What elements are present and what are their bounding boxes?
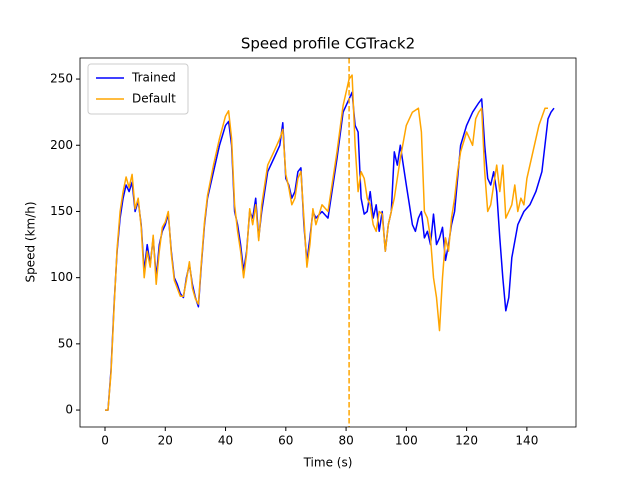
plot-frame xyxy=(79,57,577,428)
x-tick-label: 120 xyxy=(455,434,478,448)
x-axis-label: Time (s) xyxy=(303,456,353,470)
x-tick-label: 0 xyxy=(101,434,109,448)
y-tick-label: 0 xyxy=(65,403,73,417)
y-tick-label: 100 xyxy=(50,270,73,284)
x-tick-label: 20 xyxy=(158,434,173,448)
y-tick-label: 50 xyxy=(58,336,73,350)
y-tick-label: 150 xyxy=(50,204,73,218)
x-tick-label: 100 xyxy=(395,434,418,448)
y-axis-label: Speed (km/h) xyxy=(24,201,38,282)
y-tick-label: 200 xyxy=(50,138,73,152)
data-line xyxy=(105,74,548,411)
legend-label: Default xyxy=(132,92,176,106)
y-tick-label: 250 xyxy=(50,72,73,86)
chart-title: Speed profile CGTrack2 xyxy=(241,35,415,53)
x-tick-label: 40 xyxy=(218,434,233,448)
legend-label: Trained xyxy=(131,71,176,85)
x-tick-label: 140 xyxy=(515,434,538,448)
legend-box xyxy=(87,63,189,115)
x-tick-label: 80 xyxy=(338,434,353,448)
data-line xyxy=(105,91,555,411)
x-tick-label: 60 xyxy=(278,434,293,448)
